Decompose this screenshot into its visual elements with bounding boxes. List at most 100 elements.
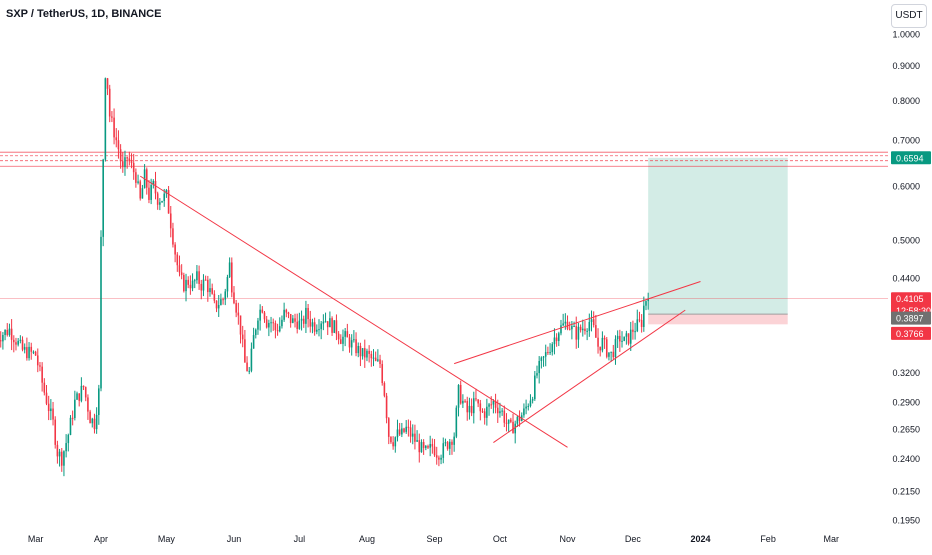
y-tick-label: 0.9000 — [892, 61, 920, 71]
candle-body — [462, 400, 464, 404]
y-tick-label: 0.3200 — [892, 368, 920, 378]
candle-body — [643, 305, 645, 327]
y-tick-label: 1.0000 — [892, 30, 920, 40]
candle-body — [298, 320, 301, 329]
candle-body — [307, 307, 309, 320]
candle-body — [185, 279, 187, 292]
candle-body — [165, 190, 168, 194]
candle-body — [405, 426, 407, 432]
target-price-label-text: 0.6594 — [896, 153, 924, 163]
candle-body — [381, 364, 384, 384]
y-tick-label: 0.8000 — [892, 96, 920, 106]
candle-body — [209, 288, 211, 293]
candle-group — [0, 77, 649, 477]
candle-body — [503, 410, 506, 423]
current-price-label-bg — [891, 292, 931, 306]
candle-body — [159, 202, 161, 205]
candle-body — [518, 416, 521, 421]
candle-body — [34, 351, 37, 356]
candle-body — [329, 318, 331, 328]
candle-body — [623, 336, 625, 341]
candle-body — [477, 399, 479, 404]
candle-body — [401, 428, 403, 435]
candle-body — [359, 345, 362, 357]
current-price-label-text: 0.4105 — [896, 294, 924, 304]
candle-body — [555, 337, 558, 342]
candle-body — [409, 427, 412, 437]
candle-body — [270, 322, 272, 324]
candle-body — [283, 309, 285, 320]
candle-body — [429, 444, 431, 448]
candle-body — [89, 411, 91, 424]
x-tick-label: Mar — [28, 534, 44, 544]
candle-body — [355, 339, 357, 354]
candle-body — [549, 352, 551, 354]
candle-body — [41, 366, 43, 383]
candle-body — [368, 350, 370, 354]
y-tick-label: 0.2400 — [892, 454, 920, 464]
x-tick-label: Apr — [94, 534, 108, 544]
candle-body — [289, 313, 292, 323]
candle-body — [141, 188, 144, 199]
candle-body — [52, 408, 54, 420]
candle-body — [625, 333, 628, 337]
candle-body — [254, 329, 257, 336]
candle-body — [422, 442, 425, 448]
candle-body — [98, 388, 100, 415]
currency-button[interactable]: USDT — [891, 4, 927, 28]
candle-body — [60, 451, 63, 466]
candle-body — [379, 359, 381, 365]
candle-body — [507, 419, 510, 424]
trendline — [139, 175, 568, 448]
candle-body — [398, 429, 401, 435]
candle-body — [366, 350, 368, 358]
candle-body — [577, 326, 580, 340]
candle-body — [161, 201, 163, 203]
x-tick-label: Dec — [625, 534, 642, 544]
candle-body — [385, 395, 388, 419]
candle-body — [453, 436, 455, 445]
y-tick-label: 0.2150 — [892, 486, 920, 496]
candle-body — [542, 356, 545, 358]
candle-body — [411, 433, 414, 437]
candle-body — [372, 357, 375, 359]
candle-body — [610, 351, 612, 353]
candle-body — [69, 417, 72, 435]
candle-body — [200, 283, 203, 291]
candle-body — [636, 319, 639, 332]
candle-body — [377, 359, 379, 361]
x-tick-label: Nov — [560, 534, 577, 544]
candle-body — [135, 172, 137, 183]
x-tick-label: May — [158, 534, 176, 544]
candle-body — [156, 193, 159, 205]
candle-body — [174, 244, 176, 255]
candle-body — [581, 328, 584, 331]
candle-body — [645, 301, 647, 306]
candle-body — [130, 161, 133, 163]
candle-body — [590, 319, 593, 322]
candle-body — [115, 137, 118, 141]
candle-body — [196, 271, 198, 281]
candle-body — [446, 442, 449, 449]
candle-body — [102, 159, 104, 237]
candle-body — [222, 299, 224, 301]
candle-body — [597, 337, 599, 347]
candle-body — [36, 355, 39, 366]
candle-body — [551, 344, 554, 353]
candle-body — [427, 445, 429, 448]
candle-body — [145, 169, 148, 188]
candle-body — [128, 158, 131, 162]
symbol-title[interactable]: SXP / TetherUS, 1D, BINANCE — [6, 8, 162, 20]
candle-body — [442, 443, 445, 458]
y-tick-label: 0.2650 — [892, 424, 920, 434]
candle-body — [294, 318, 296, 322]
candle-body — [189, 284, 192, 289]
candle-body — [340, 339, 342, 344]
candle-body — [490, 404, 493, 406]
candle-body — [56, 444, 59, 457]
candle-body — [425, 445, 427, 448]
candle-body — [627, 333, 630, 344]
candle-body — [316, 329, 318, 332]
